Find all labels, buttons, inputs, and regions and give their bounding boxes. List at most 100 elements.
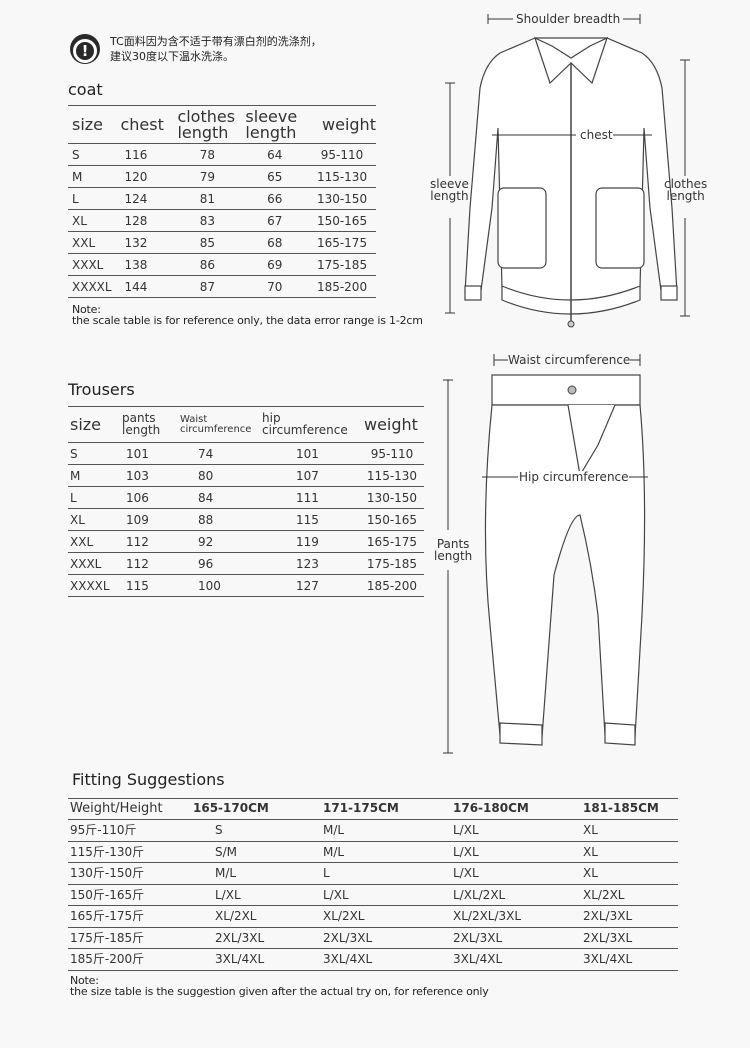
table-cell: 66 xyxy=(267,191,283,206)
fitting-title: Fitting Suggestions xyxy=(72,770,225,789)
table-cell: 2XL/3XL xyxy=(215,930,265,945)
table-cell: XXL xyxy=(70,534,94,549)
sleeve-length-label: sleeve length xyxy=(430,177,469,203)
trousers-size-table: size pants length Waist circumference hip c… xyxy=(68,406,424,597)
table-row: M 120 79 65 115-130 xyxy=(68,166,376,188)
header-row: size chest clothes length sleeve length weig… xyxy=(68,105,376,144)
clothes-length-label: clothes length xyxy=(664,177,708,203)
care-warning-line1: TC面料因为含不适于带有漂白剂的洗涤剂， xyxy=(110,35,322,48)
coat-note: Note: the scale table is for reference o… xyxy=(72,304,423,326)
table-cell: L/XL xyxy=(323,887,349,902)
table-cell: S xyxy=(72,147,80,162)
jacket-diagram xyxy=(445,14,690,328)
column-header: 181-185CM xyxy=(583,801,659,816)
table-cell: 144 xyxy=(124,279,148,294)
table-cell: XL xyxy=(70,512,85,527)
table-cell: 2XL/3XL xyxy=(453,930,503,945)
table-cell: 127 xyxy=(296,578,319,593)
table-cell: XL xyxy=(72,213,87,228)
table-cell: 83 xyxy=(199,213,216,228)
table-cell: 128 xyxy=(124,213,148,228)
table-cell: 88 xyxy=(198,512,214,527)
table-cell: 185-200 xyxy=(366,578,418,593)
hip-circumference-label: Hip circumference xyxy=(519,470,629,484)
table-cell: 65 xyxy=(267,169,283,184)
table-row: 95斤-110斤 S M/L L/XL XL xyxy=(68,820,678,841)
table-cell: M/L xyxy=(323,844,345,859)
note-label: Note: xyxy=(70,974,99,987)
column-header: 165-170CM xyxy=(193,801,269,816)
table-cell: L xyxy=(70,490,77,505)
table-cell: 101 xyxy=(126,446,149,461)
table-row: XXXL 112 96 123 175-185 xyxy=(68,553,424,575)
table-cell: XXXL xyxy=(72,257,104,272)
table-row: XXXXL 115 100 127 185-200 xyxy=(68,575,424,597)
table-cell: 130-150 xyxy=(366,490,418,505)
table-cell: 95-110 xyxy=(370,446,414,461)
table-cell: 111 xyxy=(296,490,319,505)
table-cell: 3XL/4XL xyxy=(215,952,265,967)
column-header: Waist circumference xyxy=(180,414,252,435)
table-cell: L/XL xyxy=(453,823,479,838)
table-cell: 74 xyxy=(198,446,214,461)
table-cell: 103 xyxy=(126,468,149,483)
table-cell: 150斤-165斤 xyxy=(70,887,145,902)
jacket-collar xyxy=(533,36,609,85)
table-cell: 87 xyxy=(199,279,216,294)
pants-length-label: Pants length xyxy=(434,537,473,563)
table-cell: XXXXL xyxy=(70,578,110,593)
table-row: XXXXL 144 87 70 185-200 xyxy=(68,276,376,298)
column-header: size xyxy=(72,114,104,134)
pants-legs xyxy=(484,404,646,738)
table-cell: 3XL/4XL xyxy=(583,952,633,967)
trousers-title: Trousers xyxy=(68,380,135,399)
table-cell: XXXXL xyxy=(72,279,112,294)
table-cell: 150-165 xyxy=(366,512,418,527)
table-cell: M xyxy=(72,169,83,184)
table-cell: 119 xyxy=(296,534,319,549)
fitting-note: Note: the size table is the suggestion g… xyxy=(70,975,489,997)
table-cell: 123 xyxy=(296,556,319,571)
table-cell: 115-130 xyxy=(366,468,418,483)
table-cell: 165-175 xyxy=(366,534,418,549)
table-cell: L/XL xyxy=(215,887,241,902)
table-cell: XL/2XL xyxy=(323,909,365,924)
table-cell: 116 xyxy=(124,147,148,162)
table-cell: 79 xyxy=(199,169,216,184)
table-cell: 69 xyxy=(267,257,283,272)
table-row: XXL 132 85 68 165-175 xyxy=(68,232,376,254)
table-cell: 81 xyxy=(199,191,216,206)
table-cell: S/M xyxy=(215,844,238,859)
table-cell: XL xyxy=(583,823,598,838)
table-cell: 175-185 xyxy=(366,556,418,571)
table-cell: 78 xyxy=(199,147,216,162)
note-text: the scale table is for reference only, t… xyxy=(72,314,423,327)
table-cell: XXL xyxy=(72,235,96,250)
table-cell: 115 xyxy=(126,578,149,593)
table-row: XXL 112 92 119 165-175 xyxy=(68,531,424,553)
table-cell: 107 xyxy=(296,468,319,483)
table-row: 165斤-175斤 XL/2XL XL/2XL XL/2XL/3XL 2XL/3XL xyxy=(68,906,678,927)
table-cell: XXXL xyxy=(70,556,102,571)
header-row: size pants length Waist circumference hip c… xyxy=(68,406,424,443)
table-cell: 165-175 xyxy=(316,235,368,250)
table-cell: XL/2XL/3XL xyxy=(453,909,522,924)
table-row: XXXL 138 86 69 175-185 xyxy=(68,254,376,276)
column-header: size xyxy=(70,414,102,434)
column-header: sleeve length xyxy=(245,107,298,142)
table-cell: 3XL/4XL xyxy=(323,952,373,967)
table-cell: 70 xyxy=(267,279,283,294)
table-cell: 112 xyxy=(126,556,149,571)
table-cell: XL/2XL xyxy=(583,887,625,902)
pants-diagram xyxy=(443,354,648,754)
table-row: L 106 84 111 130-150 xyxy=(68,487,424,509)
table-cell: 86 xyxy=(199,257,216,272)
chest-label: chest xyxy=(580,128,613,142)
table-cell: 109 xyxy=(126,512,149,527)
table-cell: S xyxy=(215,823,223,838)
table-cell: 92 xyxy=(198,534,214,549)
table-cell: L xyxy=(323,866,330,881)
table-cell: 80 xyxy=(198,468,214,483)
note-text: the size table is the suggestion given a… xyxy=(70,985,489,998)
column-header: weight xyxy=(322,114,376,134)
